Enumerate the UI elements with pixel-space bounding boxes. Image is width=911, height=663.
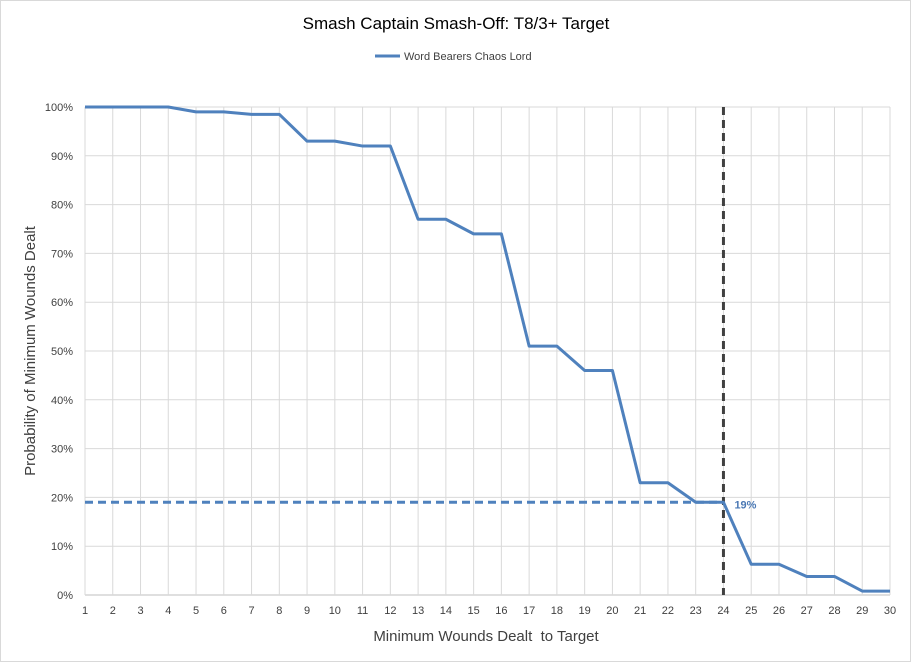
x-tick-label: 1 [82, 605, 88, 617]
y-axis-label: Probability of Minimum Wounds Dealt [22, 225, 39, 476]
series-line [85, 105, 890, 593]
x-tick-label: 29 [856, 605, 868, 617]
x-tick-label: 17 [523, 605, 535, 617]
y-tick-labels: 0% 10% 20% 30% 40% 50% 60% 70% 80% 90% 100% [45, 102, 73, 602]
x-tick-label: 10 [329, 605, 341, 617]
y-tick-label: 40% [51, 395, 73, 407]
y-tick-label: 100% [45, 102, 73, 114]
x-tick-label: 11 [357, 605, 368, 617]
x-tick-label: 26 [773, 605, 785, 617]
data-label-19pct: 19% [734, 499, 756, 511]
x-tick-label: 27 [801, 605, 813, 617]
x-tick-label: 30 [884, 605, 896, 617]
y-tick-label: 80% [51, 200, 73, 212]
y-tick-label: 60% [51, 297, 73, 309]
x-tick-label: 4 [165, 605, 171, 617]
x-tick-label: 19 [579, 605, 591, 617]
x-tick-label: 25 [745, 605, 757, 617]
x-tick-label: 21 [634, 605, 646, 617]
x-tick-label: 12 [384, 605, 396, 617]
series-layer [85, 105, 890, 593]
x-tick-label: 6 [221, 605, 227, 617]
x-tick-label: 2 [110, 605, 116, 617]
gridlines [84, 106, 891, 596]
x-tick-label: 28 [828, 605, 840, 617]
x-tick-label: 13 [412, 605, 424, 617]
reference-lines [85, 107, 725, 595]
y-tick-label: 20% [51, 492, 73, 504]
x-tick-label: 7 [248, 605, 254, 617]
x-tick-label: 22 [662, 605, 674, 617]
y-tick-label: 10% [51, 541, 73, 553]
x-tick-label: 23 [690, 605, 702, 617]
y-tick-label: 50% [51, 346, 73, 358]
y-tick-label: 70% [51, 248, 73, 260]
x-tick-label: 14 [440, 605, 452, 617]
x-tick-label: 9 [304, 605, 310, 617]
x-tick-label: 18 [551, 605, 563, 617]
x-axis-label: Minimum Wounds Dealt to Target [373, 628, 599, 645]
x-tick-label: 15 [467, 605, 479, 617]
y-tick-label: 30% [51, 444, 73, 456]
x-tick-labels: 1 2 3 4 5 6 7 8 9 10 11 12 13 14 15 16 17 18 19 20 21 22 23 24 2… [82, 605, 896, 617]
x-tick-label: 16 [495, 605, 507, 617]
x-tick-label: 5 [193, 605, 199, 617]
chart-title: Smash Captain Smash-Off: T8/3+ Target [303, 14, 610, 33]
y-tick-label: 90% [51, 151, 73, 163]
legend: Word Bearers Chaos Lord [375, 51, 532, 63]
legend-label: Word Bearers Chaos Lord [404, 51, 532, 63]
x-tick-label: 20 [606, 605, 618, 617]
x-tick-label: 8 [276, 605, 282, 617]
y-tick-label: 0% [57, 590, 73, 602]
x-tick-label: 3 [137, 605, 143, 617]
x-tick-label: 24 [717, 605, 729, 617]
